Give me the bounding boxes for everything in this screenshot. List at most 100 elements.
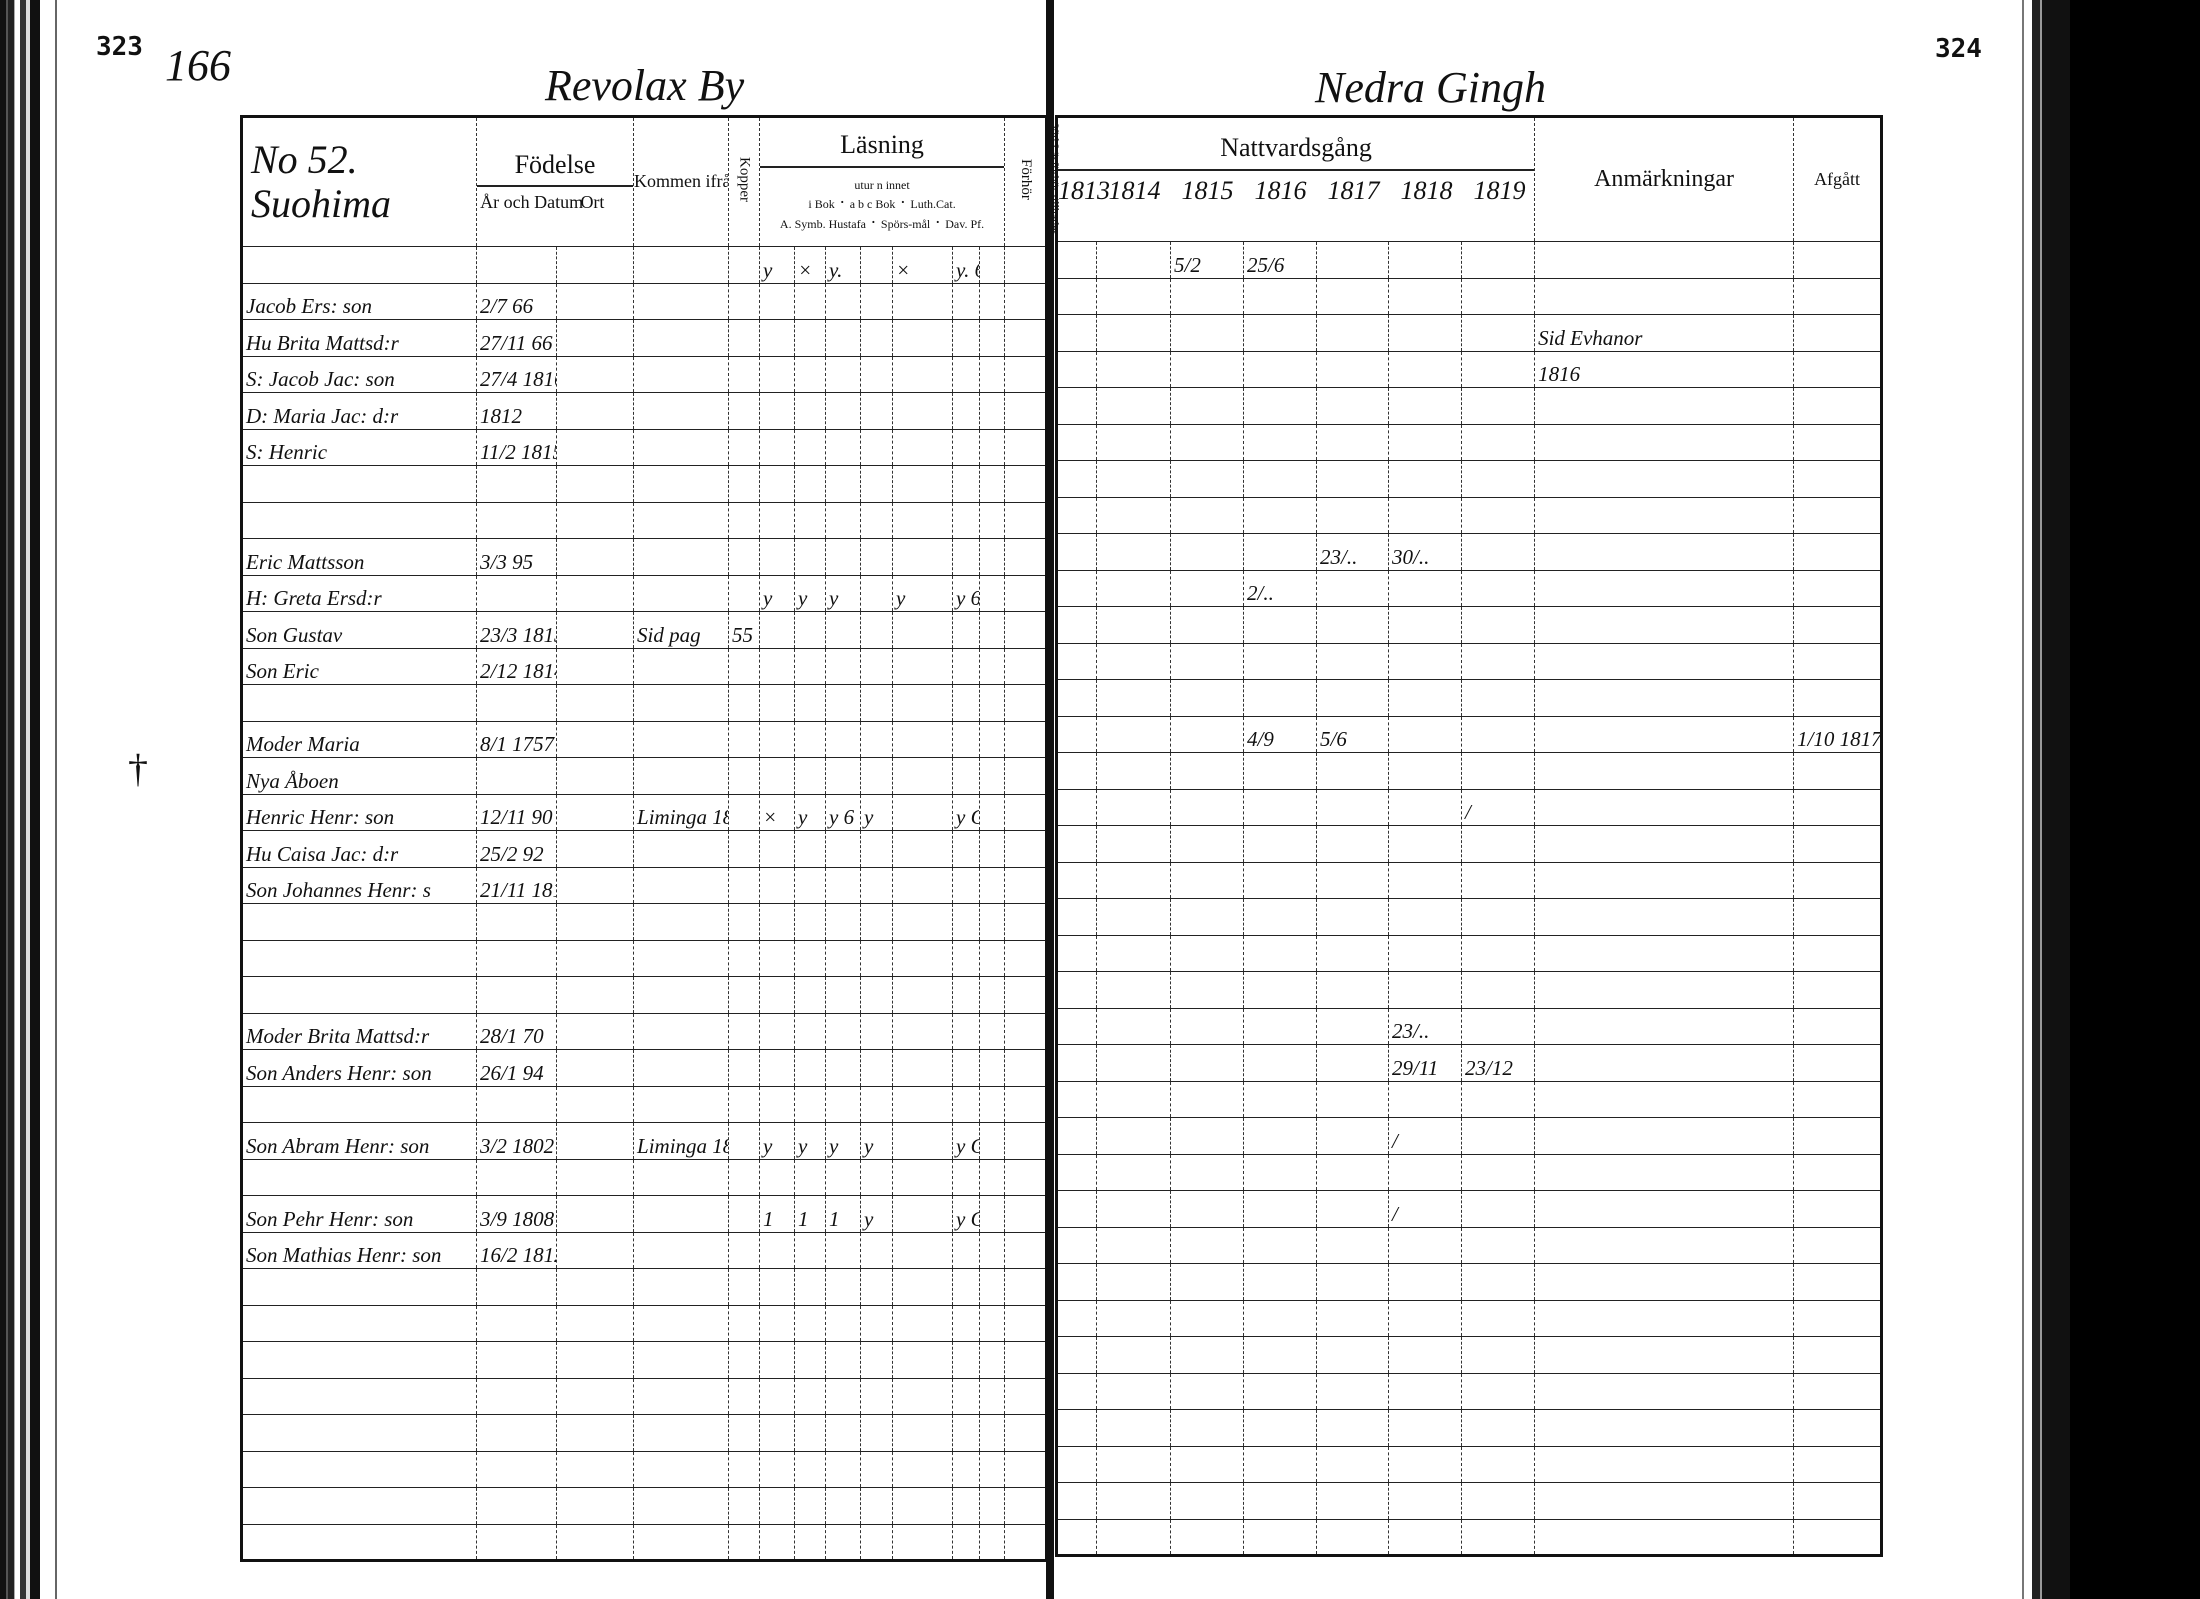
kopper-cell <box>728 757 761 795</box>
from-cell <box>633 1304 730 1342</box>
reading-cell <box>892 757 954 795</box>
reading-cell <box>979 1268 1006 1306</box>
reading-cell <box>825 684 862 722</box>
kopper-cell <box>728 428 761 466</box>
name-cell <box>241 1450 477 1488</box>
reading-cell <box>892 1158 954 1196</box>
remarks-cell <box>1534 1409 1795 1447</box>
reading-cell <box>759 1268 796 1306</box>
table-row: 2/.. <box>1056 569 1883 607</box>
communion-cell <box>1388 314 1462 352</box>
birth-date-cell: 3/3 95 <box>476 538 557 576</box>
reading-cell <box>979 1487 1006 1525</box>
table-row <box>1056 934 1883 972</box>
birth-date-cell: 23/3 1813 <box>476 611 557 649</box>
communion-cell <box>1096 314 1171 352</box>
birth-place-cell <box>555 574 635 612</box>
remarks-cell <box>1534 752 1795 790</box>
communion-cell <box>1056 898 1097 936</box>
communion-cell <box>1170 788 1244 826</box>
communion-cell <box>1096 1153 1171 1191</box>
table-row: Moder Brita Mattsd:r 28/1 70 <box>241 1012 1048 1050</box>
reading-cell <box>759 830 796 868</box>
forhor-cell <box>1004 1304 1048 1342</box>
reading-cell <box>979 830 1006 868</box>
communion-cell <box>1056 1117 1097 1155</box>
reading-cell <box>860 611 894 649</box>
communion-cell <box>1388 1080 1462 1118</box>
reading-cell <box>952 501 981 539</box>
reading-cell <box>979 939 1006 977</box>
table-row <box>1056 1080 1883 1118</box>
communion-cell <box>1460 1080 1536 1118</box>
forhor-cell <box>1004 1049 1048 1087</box>
table-row <box>1056 496 1883 534</box>
table-row: 29/11 23/12 <box>1056 1044 1883 1082</box>
reading-cell <box>825 939 862 977</box>
communion-cell <box>1056 1299 1097 1337</box>
birth-place-cell <box>555 1049 635 1087</box>
reading-cell <box>860 1523 894 1561</box>
reading-cell <box>759 1085 796 1123</box>
reading-cell <box>825 1341 862 1379</box>
reading-cell: 1 <box>794 1195 827 1233</box>
table-row <box>241 1523 1048 1561</box>
communion-cell <box>1243 387 1317 425</box>
forhor-cell <box>1004 976 1048 1014</box>
kopper-cell <box>728 1341 761 1379</box>
remarks-cell <box>1534 1518 1795 1556</box>
reading-cell <box>794 1049 827 1087</box>
communion-cell <box>1056 241 1097 279</box>
communion-cell <box>1316 460 1389 498</box>
reading-cell <box>952 1487 981 1525</box>
communion-cell <box>1316 1518 1389 1556</box>
reading-cell <box>825 1450 862 1488</box>
reading-cell <box>759 1304 796 1342</box>
communion-cell <box>1096 496 1171 534</box>
table-row <box>1056 1336 1883 1374</box>
remarks-cell <box>1534 679 1795 717</box>
communion-cell <box>1460 642 1536 680</box>
communion-cell <box>1316 1190 1389 1228</box>
afgatt-cell <box>1793 825 1883 863</box>
communion-cell <box>1388 1336 1462 1374</box>
table-row: 23/.. 30/.. <box>1056 533 1883 571</box>
remarks-cell <box>1534 533 1795 571</box>
remarks-cell <box>1534 1482 1795 1520</box>
reading-cell <box>794 538 827 576</box>
table-row: / <box>1056 1117 1883 1155</box>
reading-cell <box>979 611 1006 649</box>
communion-cell <box>1460 387 1536 425</box>
communion-cell <box>1460 1299 1536 1337</box>
communion-cell <box>1170 752 1244 790</box>
year-label: 1817 <box>1327 175 1380 205</box>
communion-cell <box>1388 1263 1462 1301</box>
reading-cell <box>794 1487 827 1525</box>
birth-date-cell: 26/1 94 <box>476 1049 557 1087</box>
communion-cell <box>1316 1336 1389 1374</box>
table-row <box>1056 1299 1883 1337</box>
reading-cell <box>952 392 981 430</box>
communion-cell <box>1096 1372 1171 1410</box>
communion-cell <box>1316 825 1389 863</box>
kopper-cell <box>728 976 761 1014</box>
communion-cell <box>1316 1153 1389 1191</box>
communion-cell <box>1096 1117 1171 1155</box>
reading-cell <box>759 282 796 320</box>
reading-cell <box>979 1085 1006 1123</box>
communion-cell <box>1170 277 1244 315</box>
communion-cell <box>1388 277 1462 315</box>
communion-cell <box>1388 1445 1462 1483</box>
from-cell: Liminga 1818 <box>633 1122 730 1160</box>
from-cell <box>633 684 730 722</box>
table-row <box>1056 752 1883 790</box>
remarks-cell <box>1534 861 1795 899</box>
remarks-cell <box>1534 1226 1795 1264</box>
reading-cell <box>860 939 894 977</box>
communion-cell <box>1096 679 1171 717</box>
afgatt-header: Afgått <box>1793 116 1883 242</box>
communion-cell: 23/12 <box>1460 1044 1536 1082</box>
reading-cell <box>825 538 862 576</box>
from-cell <box>633 1012 730 1050</box>
reading-cell <box>860 684 894 722</box>
